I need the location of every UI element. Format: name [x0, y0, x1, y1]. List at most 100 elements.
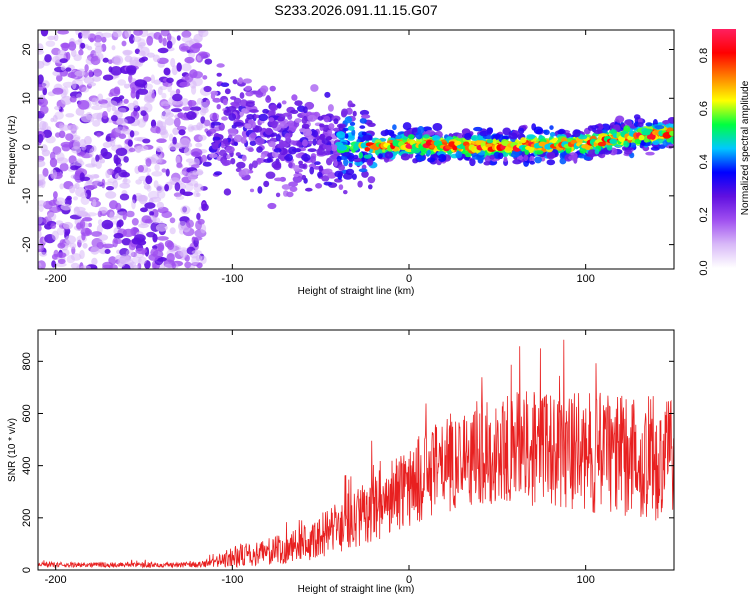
spectrogram-cell	[301, 153, 311, 162]
spectrogram-cell	[145, 175, 153, 185]
spectrogram-cell	[583, 156, 592, 161]
spectrogram-cell	[143, 102, 153, 113]
spectrogram-cell	[73, 206, 86, 213]
spectrogram-cell	[102, 111, 108, 120]
spectrogram-cell	[112, 180, 118, 189]
spectrogram-cell	[241, 108, 248, 114]
spectrogram-cell	[174, 182, 181, 192]
spectrogram-cell	[224, 88, 231, 95]
spectrogram-cell	[210, 90, 218, 96]
spectrogram-cell	[189, 44, 201, 54]
spectrogram-cell	[193, 183, 204, 192]
spectrogram-cell	[123, 50, 131, 57]
spectrogram-cell	[415, 132, 423, 140]
spectrogram-cell	[594, 148, 600, 155]
spectrogram-cell	[106, 186, 114, 191]
spectrogram-cell	[203, 85, 212, 93]
spectrogram-cell	[180, 249, 188, 259]
spectrogram-cell	[112, 30, 123, 38]
spectrogram-cell	[88, 222, 92, 228]
spectrogram-cell	[178, 129, 186, 136]
spectrogram-cell	[117, 257, 126, 268]
spectrogram-cell	[62, 221, 74, 230]
spectrogram-cell	[191, 85, 197, 95]
spectrogram-cell	[77, 239, 82, 248]
spectrogram-cell	[86, 179, 93, 185]
spectrogram-cell	[308, 163, 316, 169]
spectrogram-cell	[225, 146, 235, 154]
spectrogram-cell	[156, 138, 167, 143]
spectrogram-cell	[38, 133, 44, 144]
spectrogram-cell	[520, 137, 527, 144]
spectrogram-cell	[432, 123, 443, 131]
spectrogram-cell	[182, 106, 192, 111]
spectrogram-cell	[135, 247, 147, 255]
spectrogram-cell	[134, 79, 147, 87]
spectrogram-cell	[118, 133, 127, 139]
spectrogram-cell	[155, 223, 168, 232]
spectrogram-cell	[65, 67, 72, 72]
spectrogram-cell	[559, 157, 567, 165]
spectrogram-cell	[111, 45, 116, 51]
spectrogram-cell	[114, 166, 122, 173]
spectrogram-cell	[251, 121, 256, 129]
spectrogram-cell	[196, 212, 201, 220]
spectrogram-cell	[128, 147, 136, 153]
spectrogram-cell	[54, 105, 61, 111]
spectrogram-cell	[314, 161, 321, 166]
spectrogram-cell	[351, 173, 357, 180]
snr-x-axis: -200 -100 0 100	[45, 330, 595, 586]
spectrogram-cell	[57, 30, 69, 35]
spectrogram-cell	[172, 93, 183, 102]
spectrogram-cell	[121, 40, 127, 47]
spectrogram-cell	[473, 126, 483, 132]
chart-title: S233.2026.091.11.15.G07	[274, 2, 437, 18]
spectrogram-cell	[79, 219, 86, 229]
spectrogram-cell	[91, 257, 98, 266]
spectrogram-cell	[108, 92, 114, 97]
spectrogram-cell	[124, 30, 132, 38]
spectrogram-cell	[172, 136, 177, 146]
spectrogram-cell	[177, 112, 185, 118]
spectrogram-cell	[97, 53, 104, 60]
spectrogram-ridge-cell	[643, 128, 651, 136]
spectrogram-cell	[191, 236, 203, 241]
spectrogram-cell	[74, 40, 82, 45]
spectrogram-cell	[312, 130, 319, 138]
spectrogram-cell	[302, 129, 313, 136]
spectrogram-cell	[361, 164, 367, 170]
spectrogram-cell	[469, 158, 476, 167]
spectrogram-ridge-cell	[429, 144, 436, 149]
spectrogram-cell	[65, 113, 75, 118]
spectrogram-cell	[201, 154, 207, 163]
spectrogram-cell	[333, 118, 339, 125]
spectrogram-cell	[427, 157, 436, 163]
spectrogram-cell	[286, 191, 294, 198]
spectrogram-cell	[213, 136, 221, 141]
spectrogram-cell	[347, 135, 355, 141]
spectrogram-cell	[176, 35, 181, 41]
spectrogram-cell	[119, 182, 131, 189]
spectrogram-cell	[144, 218, 153, 224]
spectrogram-cell	[184, 56, 195, 64]
spectrogram-cell	[281, 184, 291, 190]
spectrogram-cell	[425, 129, 436, 136]
spectrogram-cell	[241, 154, 247, 162]
spectrogram-cell	[196, 122, 204, 131]
spectrogram-cell	[53, 191, 58, 199]
spectrogram-cell	[181, 98, 189, 106]
spectrogram-cell	[360, 114, 371, 119]
spectrogram-cell	[58, 122, 64, 131]
spectrogram-cell	[165, 168, 170, 177]
spectrogram-cell	[116, 118, 128, 126]
spectrogram-cell	[302, 106, 308, 114]
y-tick-label: 10	[21, 92, 33, 104]
colorbar-gradient	[712, 29, 736, 268]
spectrogram-cell	[157, 47, 169, 54]
spectrogram-cell	[183, 147, 192, 156]
spectrogram-cell	[298, 163, 307, 169]
spectrogram-cell	[151, 92, 156, 99]
spectrogram-cell	[81, 30, 89, 39]
spectrogram-cell	[164, 240, 173, 248]
spectrogram-cell	[47, 35, 56, 41]
